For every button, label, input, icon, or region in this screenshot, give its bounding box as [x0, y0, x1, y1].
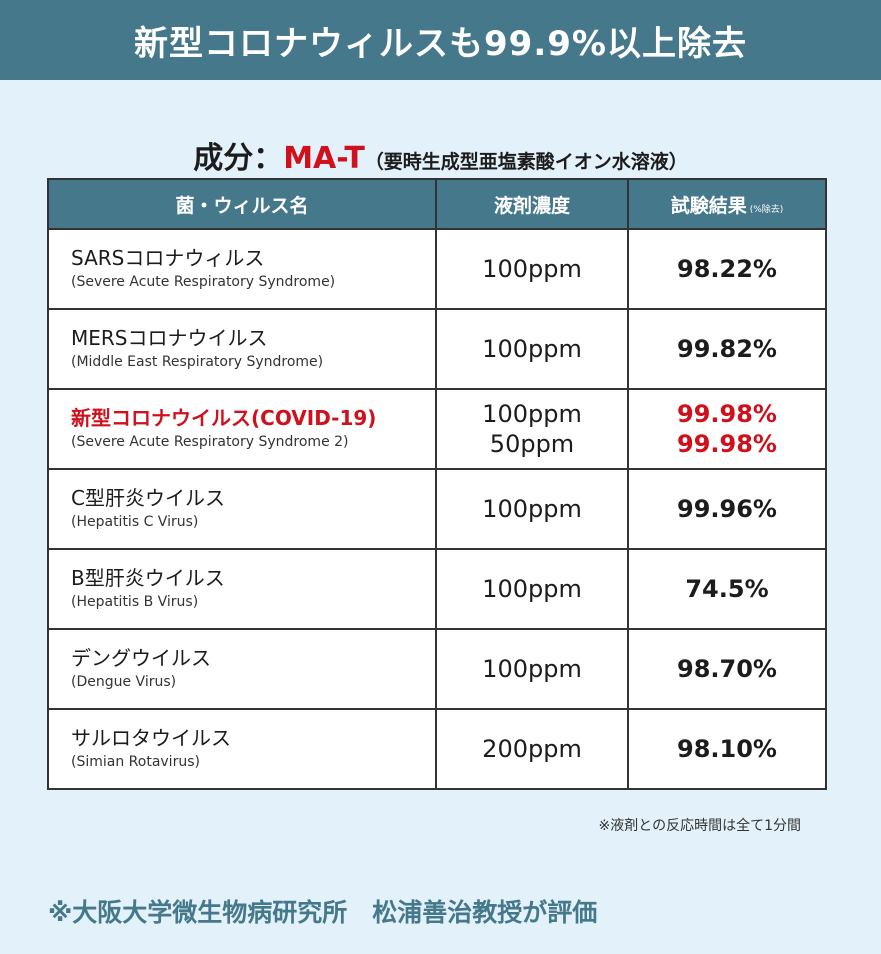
- result-value: 98.70%: [677, 655, 777, 683]
- virus-name-en: (Severe Acute Respiratory Syndrome): [71, 274, 336, 290]
- concentration-value: 50ppm: [489, 430, 575, 458]
- result-value: 99.96%: [677, 495, 777, 523]
- concentration-value: 100ppm: [482, 495, 582, 523]
- concentration-cell: 100ppm: [435, 308, 629, 390]
- result-cell: 98.10%: [627, 708, 827, 790]
- table-row: デングウイルス (Dengue Virus) 100ppm 98.70%: [47, 628, 827, 710]
- banner: 新型コロナウィルスも99.9%以上除去: [0, 0, 881, 80]
- virus-name-jp: C型肝炎ウイルス: [71, 486, 225, 510]
- result-cell: 99.82%: [627, 308, 827, 390]
- virus-name-en: (Hepatitis C Virus): [71, 514, 199, 530]
- concentration-value: 100ppm: [482, 655, 582, 683]
- concentration-value: 100ppm: [482, 400, 582, 428]
- results-table: 菌・ウィルス名 液剤濃度 試験結果 (%除去) SARSコロナウィルス (Sever…: [47, 178, 827, 790]
- table-row: SARSコロナウィルス (Severe Acute Respiratory Syn…: [47, 228, 827, 310]
- concentration-cell: 100ppm: [435, 468, 629, 550]
- result-value: 98.10%: [677, 735, 777, 763]
- result-value: 99.98%: [677, 400, 777, 428]
- concentration-value: 100ppm: [482, 335, 582, 363]
- ingredient-label: 成分：: [193, 141, 284, 176]
- virus-name-en: (Dengue Virus): [71, 674, 177, 690]
- result-cell: 99.98% 99.98%: [627, 388, 827, 470]
- table-row: サルロタウイルス (Simian Rotavirus) 200ppm 98.10%: [47, 708, 827, 790]
- result-cell: 99.96%: [627, 468, 827, 550]
- header-name-label: 菌・ウィルス名: [175, 194, 309, 217]
- table-row: MERSコロナウイルス (Middle East Respiratory Synd…: [47, 308, 827, 390]
- table-header-row: 菌・ウィルス名 液剤濃度 試験結果 (%除去): [47, 178, 827, 230]
- result-value: 99.82%: [677, 335, 777, 363]
- virus-name-en: (Hepatitis B Virus): [71, 594, 199, 610]
- concentration-cell: 100ppm: [435, 628, 629, 710]
- header-concentration-label: 液剤濃度: [493, 194, 570, 217]
- virus-name-cell: MERSコロナウイルス (Middle East Respiratory Synd…: [47, 308, 437, 390]
- virus-name-jp: デングウイルス: [71, 646, 211, 670]
- virus-name-cell: 新型コロナウイルス(COVID-19) (Severe Acute Respira…: [47, 388, 437, 470]
- table-row: B型肝炎ウイルス (Hepatitis B Virus) 100ppm 74.5%: [47, 548, 827, 630]
- concentration-cell: 100ppm 50ppm: [435, 388, 629, 470]
- concentration-cell: 100ppm: [435, 228, 629, 310]
- result-cell: 98.22%: [627, 228, 827, 310]
- header-concentration: 液剤濃度: [435, 178, 629, 230]
- header-result: 試験結果 (%除去): [627, 178, 827, 230]
- banner-title: 新型コロナウィルスも99.9%以上除去: [134, 23, 747, 64]
- result-cell: 74.5%: [627, 548, 827, 630]
- virus-name-en: (Simian Rotavirus): [71, 754, 200, 770]
- header-result-note: (%除去): [749, 204, 784, 215]
- result-cell: 98.70%: [627, 628, 827, 710]
- result-value: 98.22%: [677, 255, 777, 283]
- footnote: ※液剤との反応時間は全て1分間: [598, 818, 802, 834]
- evaluator-note: ※大阪大学微生物病研究所 松浦善治教授が評価: [48, 898, 598, 927]
- concentration-cell: 100ppm: [435, 548, 629, 630]
- concentration-value: 200ppm: [482, 735, 582, 763]
- result-value: 74.5%: [685, 575, 769, 603]
- header-name: 菌・ウィルス名: [47, 178, 437, 230]
- virus-name-jp: MERSコロナウイルス: [71, 326, 268, 350]
- concentration-value: 100ppm: [482, 255, 582, 283]
- virus-name-en: (Severe Acute Respiratory Syndrome 2): [71, 434, 349, 450]
- concentration-value: 100ppm: [482, 575, 582, 603]
- table-row: 新型コロナウイルス(COVID-19) (Severe Acute Respira…: [47, 388, 827, 470]
- virus-name-jp: B型肝炎ウイルス: [71, 566, 225, 590]
- table-row: C型肝炎ウイルス (Hepatitis C Virus) 100ppm 99.96%: [47, 468, 827, 550]
- result-value: 99.98%: [677, 430, 777, 458]
- virus-name-en: (Middle East Respiratory Syndrome): [71, 354, 324, 370]
- ingredient-heading: 成分：MA-T（要時生成型亜塩素酸イオン水溶液）: [0, 133, 881, 177]
- virus-name-cell: SARSコロナウィルス (Severe Acute Respiratory Syn…: [47, 228, 437, 310]
- virus-name-jp: サルロタウイルス: [71, 726, 231, 750]
- table-body: SARSコロナウィルス (Severe Acute Respiratory Syn…: [47, 228, 827, 790]
- ingredient-code: MA-T: [283, 141, 365, 176]
- virus-name-jp: 新型コロナウイルス(COVID-19): [71, 406, 377, 430]
- header-result-label: 試験結果: [670, 194, 747, 217]
- ingredient-description: （要時生成型亜塩素酸イオン水溶液）: [364, 151, 688, 173]
- concentration-cell: 200ppm: [435, 708, 629, 790]
- virus-name-cell: C型肝炎ウイルス (Hepatitis C Virus): [47, 468, 437, 550]
- virus-name-jp: SARSコロナウィルス: [71, 246, 265, 270]
- virus-name-cell: デングウイルス (Dengue Virus): [47, 628, 437, 710]
- virus-name-cell: B型肝炎ウイルス (Hepatitis B Virus): [47, 548, 437, 630]
- virus-name-cell: サルロタウイルス (Simian Rotavirus): [47, 708, 437, 790]
